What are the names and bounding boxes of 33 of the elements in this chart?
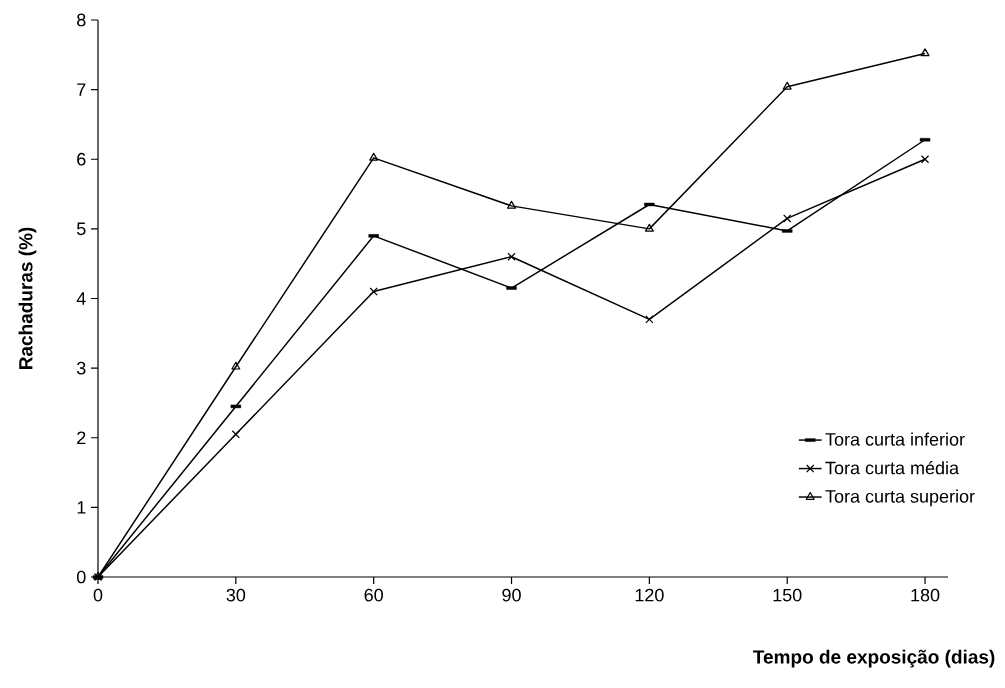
- point: [231, 361, 241, 370]
- y-tick-label: 8: [77, 13, 86, 27]
- point: [782, 81, 792, 90]
- point: [920, 48, 930, 57]
- point: [920, 155, 930, 164]
- x-axis-title: Tempo de exposição (dias): [753, 649, 995, 668]
- legend-label: Tora curta superior: [825, 489, 975, 507]
- x-tick-label: 0: [93, 588, 103, 602]
- point: [369, 287, 378, 296]
- y-tick-label: 3: [76, 361, 86, 375]
- x-tick-label: 120: [635, 588, 664, 602]
- y-tick-label: 2: [77, 431, 86, 445]
- point: [783, 214, 792, 223]
- point: [369, 152, 379, 161]
- point: [644, 223, 654, 232]
- x-tick-label: 150: [773, 588, 802, 602]
- y-tick-label: 7: [77, 83, 86, 96]
- y-tick-label: 5: [76, 222, 86, 236]
- x-tick-label: 60: [364, 588, 383, 602]
- x-tick-label: 180: [911, 588, 940, 602]
- x-tick-label: 90: [502, 588, 521, 602]
- x-tick-label: 30: [226, 588, 246, 602]
- point: [645, 315, 654, 324]
- legend-label: Tora curta média: [825, 460, 960, 475]
- y-tick-label: 6: [77, 152, 86, 166]
- y-tick-label: 0: [76, 570, 86, 584]
- y-tick-label: 4: [76, 292, 86, 305]
- legend-label: Tora curta inferior: [825, 432, 965, 446]
- y-tick-label: 1: [77, 501, 86, 514]
- point: [507, 252, 516, 261]
- y-axis-title: Rachaduras (%): [18, 227, 37, 370]
- point: [507, 200, 517, 209]
- point: [231, 430, 240, 439]
